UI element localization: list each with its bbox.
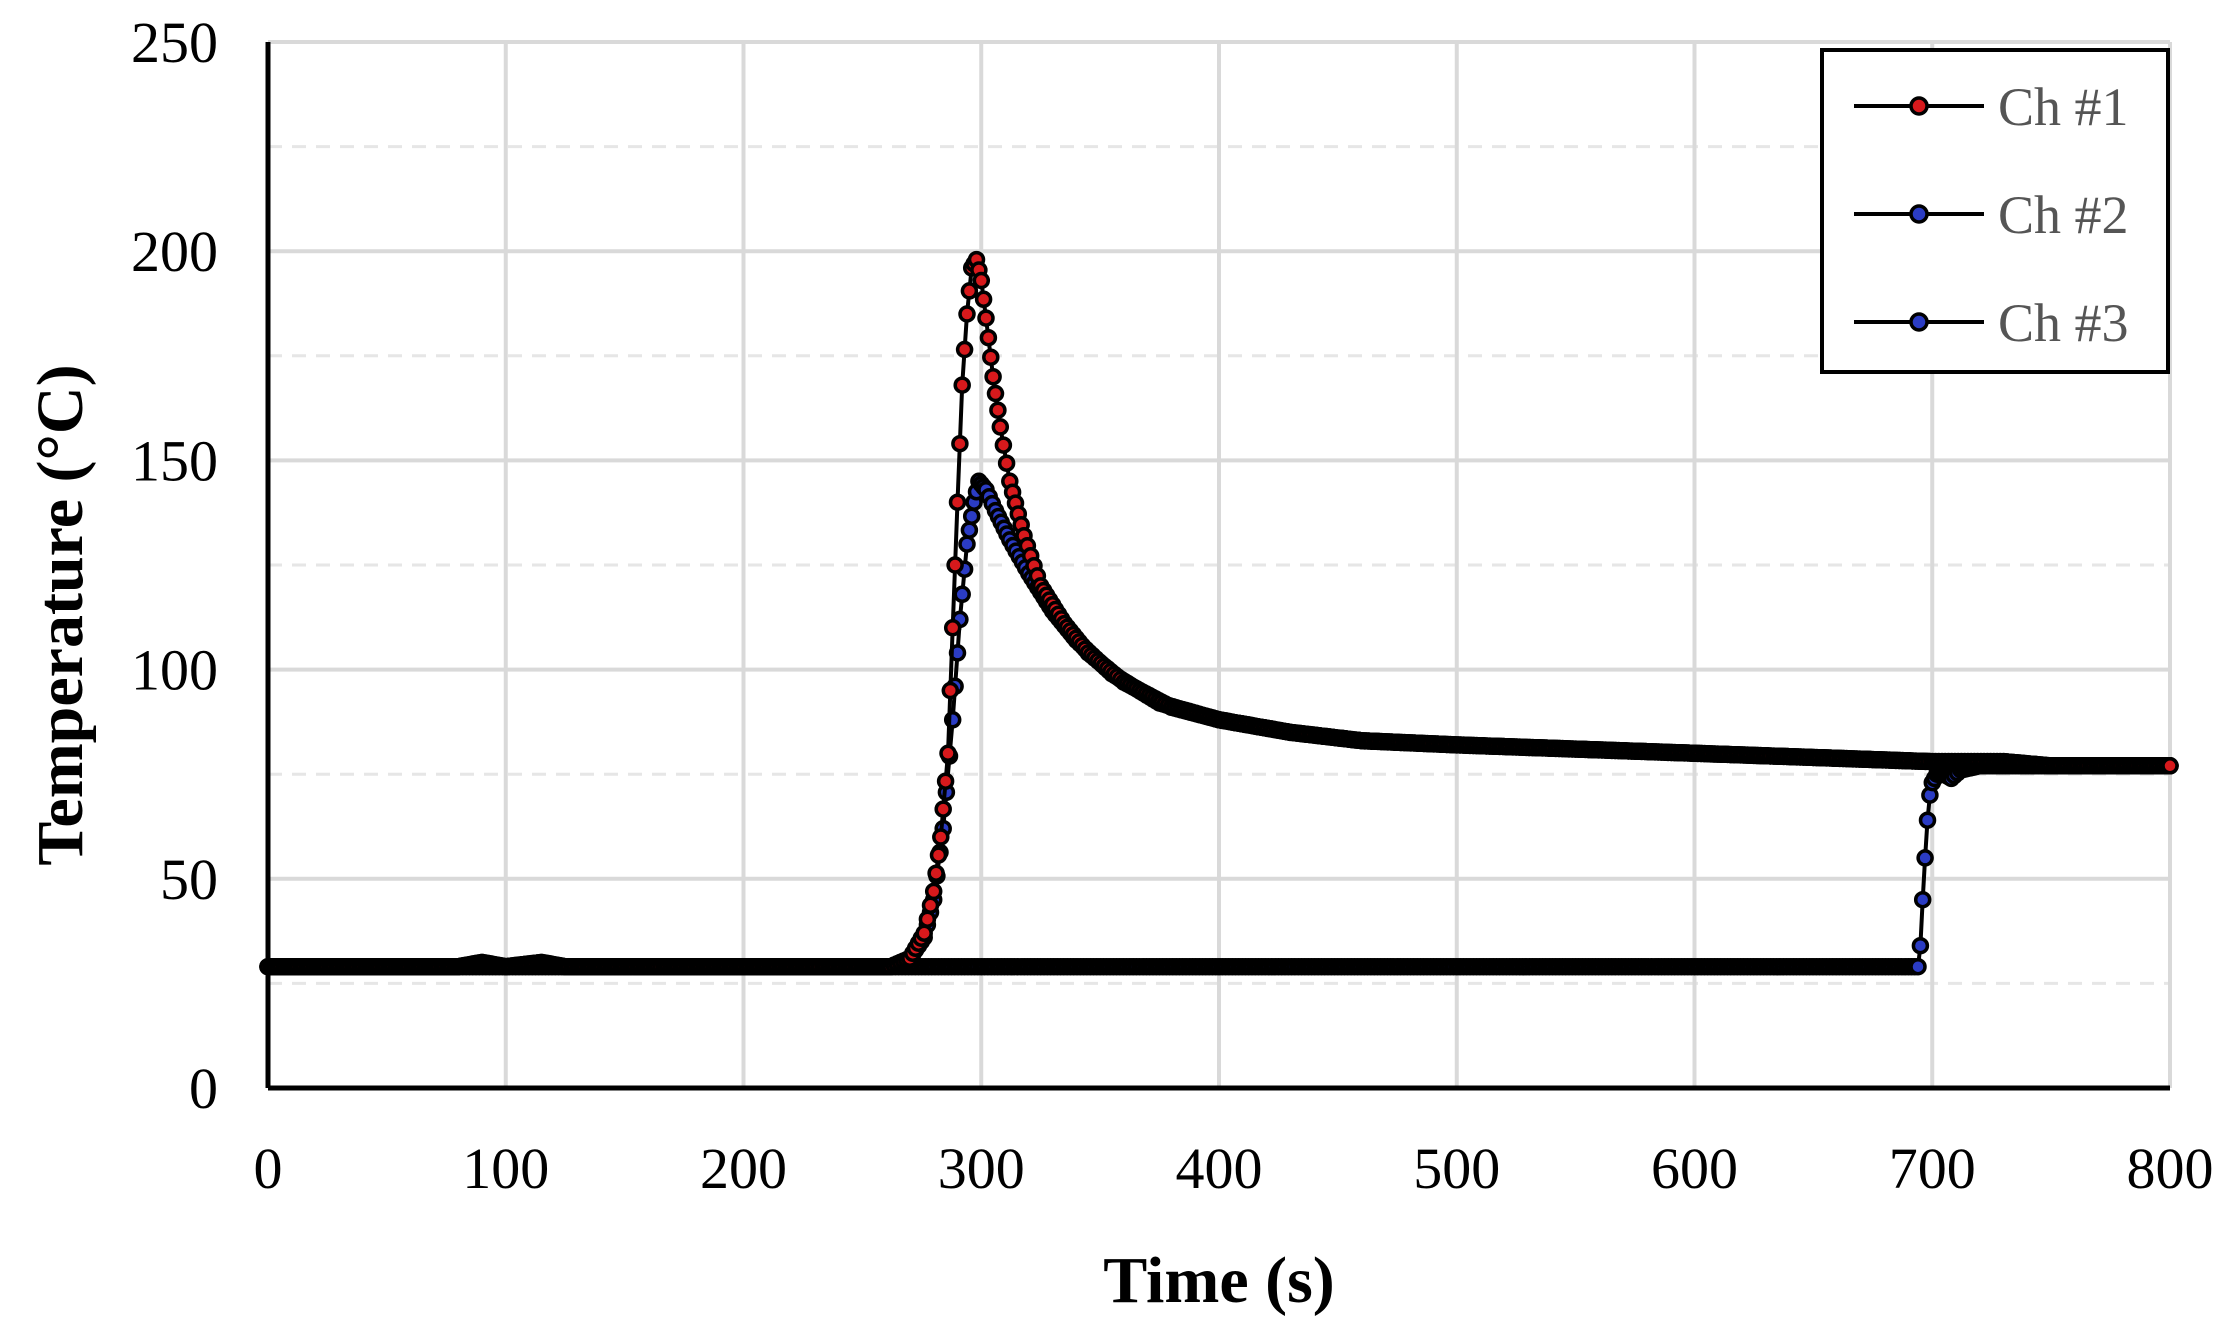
- series-group: [259, 250, 2179, 976]
- data-point: [951, 434, 969, 453]
- data-point: [958, 305, 976, 323]
- data-point: [936, 772, 955, 790]
- data-point: [932, 828, 950, 846]
- data-point: [958, 535, 976, 553]
- legend-label: Ch #1: [1998, 77, 2129, 137]
- data-point: [984, 367, 1002, 386]
- legend-entry: Ch #3: [1854, 293, 2129, 353]
- legend: Ch #1 Ch #2 Ch #3: [1820, 48, 2170, 374]
- x-tick-label: 200: [700, 1136, 787, 1201]
- data-point: [997, 454, 1016, 472]
- legend-label: Ch #2: [1998, 185, 2129, 245]
- legend-marker: [1909, 204, 1929, 224]
- data-point: [960, 521, 979, 539]
- data-point: [1911, 936, 1930, 955]
- x-axis-title: Time (s): [1103, 1244, 1335, 1317]
- data-point: [955, 340, 974, 359]
- data-point: [1918, 811, 1937, 829]
- y-tick-label: 0: [189, 1056, 218, 1121]
- data-point: [962, 507, 981, 525]
- y-tick-label: 250: [131, 10, 218, 75]
- data-point: [1916, 849, 1934, 867]
- data-point: [974, 290, 993, 309]
- data-point: [991, 418, 1010, 436]
- legend-box: [1820, 48, 2170, 374]
- x-tick-label: 800: [2127, 1136, 2214, 1201]
- data-point: [953, 376, 971, 394]
- data-point: [977, 309, 995, 327]
- data-point: [989, 401, 1007, 419]
- x-tick-label: 0: [254, 1136, 283, 1201]
- data-point: [924, 882, 943, 901]
- data-point: [948, 493, 967, 511]
- data-point: [960, 282, 979, 300]
- x-tick-label: 700: [1889, 1136, 1976, 1201]
- data-point: [982, 348, 1000, 366]
- data-point: [934, 800, 952, 818]
- y-tick-label: 100: [131, 638, 218, 703]
- data-point: [946, 556, 964, 574]
- legend-entry: Ch #2: [1854, 185, 2129, 245]
- x-tick-label: 500: [1413, 1136, 1500, 1201]
- y-tick-label: 150: [131, 428, 218, 493]
- legend-label: Ch #3: [1998, 293, 2129, 353]
- legend-entry: Ch #1: [1854, 77, 2129, 137]
- y-tick-label: 200: [131, 219, 218, 284]
- data-point: [943, 619, 962, 637]
- x-tick-label: 400: [1176, 1136, 1263, 1201]
- data-point: [979, 328, 998, 347]
- series-ch-1: [259, 250, 2179, 976]
- data-point: [939, 744, 957, 763]
- data-point: [918, 910, 937, 928]
- legend-entries: Ch #1 Ch #2 Ch #3: [1854, 77, 2129, 353]
- y-axis-title: Temperature (°C): [24, 364, 97, 865]
- data-point: [915, 924, 933, 942]
- x-tick-label: 300: [938, 1136, 1025, 1201]
- legend-marker: [1909, 312, 1929, 332]
- data-point: [972, 271, 991, 290]
- data-point: [929, 846, 948, 864]
- legend-marker: [1909, 96, 1929, 116]
- x-tick-label: 600: [1651, 1136, 1738, 1201]
- data-point: [1913, 890, 1932, 909]
- data-point: [927, 864, 945, 882]
- data-point: [941, 681, 960, 700]
- x-tick-label: 100: [462, 1136, 549, 1201]
- data-point: [1909, 957, 1927, 976]
- data-point: [986, 384, 1005, 403]
- tick-labels: 0 100 200 300 400 500 600 700 800 0 50 100 150 200 250: [131, 10, 2214, 1201]
- data-point: [994, 436, 1013, 454]
- data-point: [2161, 757, 2179, 775]
- data-point: [921, 896, 940, 915]
- y-tick-label: 50: [160, 847, 218, 912]
- data-point: [953, 585, 971, 604]
- axes: [265, 42, 2170, 1091]
